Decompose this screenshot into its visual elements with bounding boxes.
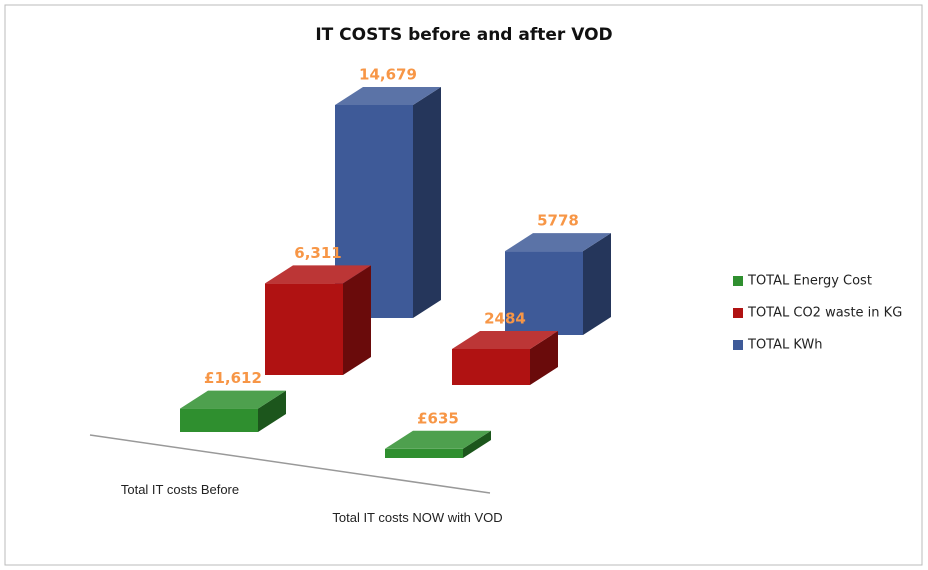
legend-label: TOTAL KWh <box>747 338 823 353</box>
legend-swatch <box>733 276 743 286</box>
bar-top <box>505 233 611 252</box>
value-label: 5778 <box>537 212 579 230</box>
bar-top <box>265 265 371 284</box>
bar-side <box>258 390 286 432</box>
bar-front <box>505 251 583 335</box>
category-label: Total IT costs NOW with VOD <box>332 510 503 525</box>
chart-frame <box>4 4 923 566</box>
bar-top <box>180 390 286 409</box>
value-label: 2484 <box>484 309 526 327</box>
bar-front <box>265 283 343 375</box>
bar-front <box>452 348 530 385</box>
value-label: 6,311 <box>294 244 341 262</box>
bar-top <box>335 87 441 105</box>
bar-side <box>583 233 611 335</box>
bar-side <box>413 87 441 318</box>
bar-front <box>385 448 463 458</box>
bar-side <box>530 330 558 385</box>
chart-title: IT COSTS before and after VOD <box>315 25 612 45</box>
bar-front <box>180 408 258 432</box>
bar-top <box>385 430 491 449</box>
bar-side <box>343 265 371 375</box>
legend-swatch <box>733 308 743 318</box>
bar-top <box>452 330 558 349</box>
value-label: £1,612 <box>204 369 262 387</box>
value-label: £635 <box>417 409 459 427</box>
legend-swatch <box>733 340 743 350</box>
category-label: Total IT costs Before <box>120 482 240 497</box>
bar-side <box>463 430 491 458</box>
ground-line <box>89 434 491 494</box>
legend-label: TOTAL Energy Cost <box>747 274 872 289</box>
value-label: 14,679 <box>359 66 417 84</box>
legend-label: TOTAL CO2 waste in KG <box>747 306 902 321</box>
